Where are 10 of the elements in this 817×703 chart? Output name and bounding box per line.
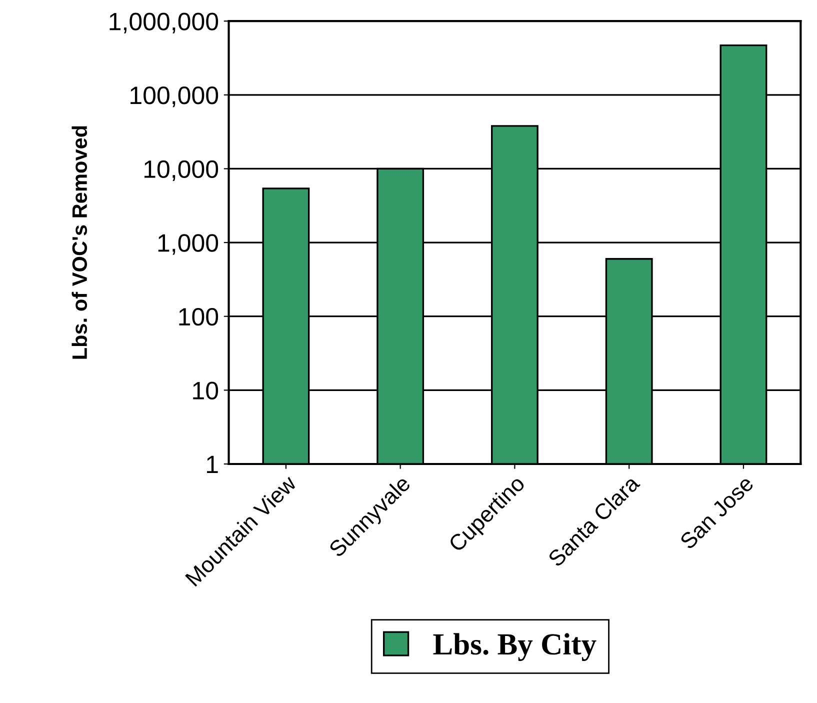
y-tick-label: 100 xyxy=(179,308,218,326)
y-tick-label: 1,000 xyxy=(158,234,218,255)
y-tick-label: 1 xyxy=(207,456,218,474)
y-tick-label: 100,000 xyxy=(130,86,218,108)
y-tick-label: 10 xyxy=(193,382,218,400)
y-axis-title: Lbs. of VOC's Removed xyxy=(72,126,88,359)
y-tick-label: 10,000 xyxy=(144,160,218,181)
legend-label: Lbs. By City xyxy=(433,633,596,661)
x-tick-label: San Jose xyxy=(679,474,754,550)
y-tick-label: 1,000,000 xyxy=(110,12,218,34)
